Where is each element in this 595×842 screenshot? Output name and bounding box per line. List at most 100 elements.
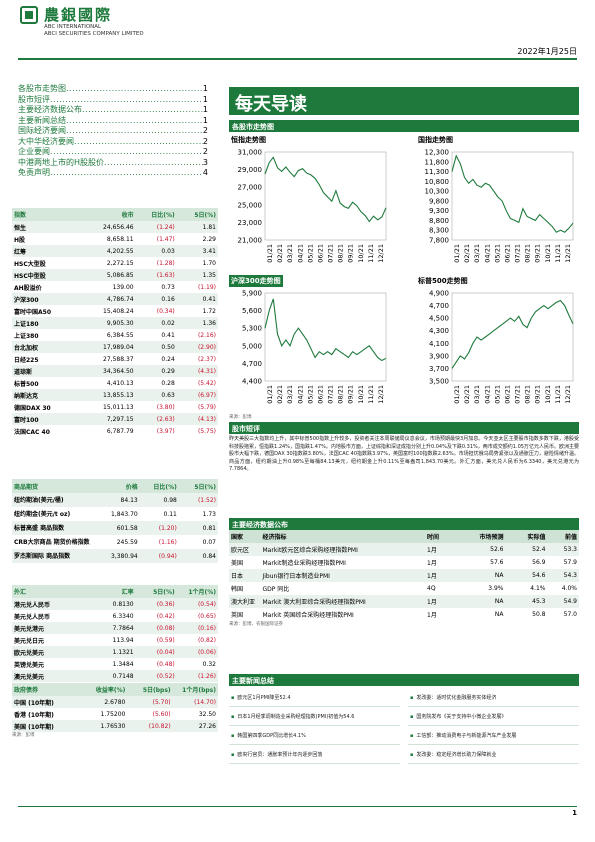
table-cell: 港元兑人民币 — [12, 598, 87, 610]
news-item[interactable]: 发改委：稳定经济增长助力保障就业 — [408, 745, 579, 764]
table-header-row: 国家 经济指标 时间 市场预测 实际值 前值 — [229, 530, 579, 543]
table-cell: Markit 澳大利亚综合采购经理指数PMI — [260, 595, 425, 608]
table-cell: HSC大型股 — [12, 257, 87, 269]
x-tick-label: 07/21 — [327, 244, 335, 263]
table-cell: NA — [460, 608, 506, 621]
table-cell: 1.3484 — [86, 658, 136, 670]
toc-item[interactable]: 各股市走势图..................................… — [18, 84, 208, 95]
table-cell: (0.94) — [139, 549, 179, 563]
table-cell: 52.4 — [505, 543, 548, 556]
toc-item-title: 各股市走势图 — [18, 84, 66, 93]
table-cell: 84.13 — [94, 493, 140, 507]
y-tick-label: 23,000 — [238, 219, 263, 227]
table-cell: (0.34) — [135, 305, 177, 317]
x-tick-label: 05/21 — [306, 244, 314, 263]
table-cell: 1.35 — [176, 269, 218, 281]
toc-item[interactable]: 企业要闻....................................… — [18, 147, 208, 158]
news-item[interactable]: 日本1月经季调制造业采购经理指数(PMI)初值为54.6 — [229, 707, 400, 726]
toc-item[interactable]: 免责声明....................................… — [18, 168, 208, 179]
toc-item[interactable]: 大中华经济要闻.................................… — [18, 137, 208, 148]
y-tick-label: 3,900 — [429, 352, 449, 360]
table-cell: 1.1321 — [86, 646, 136, 658]
table-cell: 德国DAX 30 — [12, 401, 87, 413]
news-item[interactable]: 发改委：适时优化金融服务实体经济 — [408, 688, 579, 707]
brand-name-en: ABC INTERNATIONAL — [44, 24, 102, 30]
toc-item[interactable]: 国际经济要闻..................................… — [18, 126, 208, 137]
table-row: 美国 (10年期) 1.76530 (10.82) 27.26 — [12, 720, 218, 732]
table-row: 道琼斯 34,364.50 0.29 (4.31) — [12, 365, 218, 377]
bonds-source: 来源：彭博 — [12, 733, 35, 738]
column-header: 5日(%) — [176, 208, 218, 221]
toc-leader: ........................................… — [50, 147, 203, 156]
y-tick-label: 9,300 — [429, 207, 449, 215]
table-cell: (1.52) — [178, 493, 218, 507]
indices-table: 指数 收市 日比(%) 5日(%) 恒生 24,656.46 (1.24) 1.81 H股 8,6… — [12, 208, 218, 437]
table-cell: Markit制造业采购经理指数PMI — [260, 556, 425, 569]
table-cell: 0.98 — [139, 493, 179, 507]
y-tick-label: 10,300 — [425, 188, 450, 196]
y-tick-label: 25,000 — [238, 201, 263, 209]
x-tick-label: 03/21 — [473, 244, 481, 263]
table-cell: 0.63 — [135, 389, 177, 401]
column-header: 商品期货 — [12, 479, 95, 493]
table-cell: (3.80) — [135, 401, 177, 413]
table-row: 纽约期金(美元/t oz) 1,843.70 0.11 1.73 — [12, 507, 218, 521]
table-cell: (1.26) — [176, 670, 218, 682]
table-cell: Jibun银行日本制造业PMI — [260, 569, 425, 582]
news-item[interactable]: 工信部：推动消费电子与新能源汽车产业发展 — [408, 726, 579, 745]
x-tick-label: 12/21 — [564, 385, 572, 404]
table-cell: 4,202.55 — [86, 245, 136, 257]
x-tick-label: 07/21 — [514, 244, 522, 263]
toc-item-page: 1 — [202, 94, 208, 104]
table-row: 标普高盛 商品指数 601.58 (1.20) 0.81 — [12, 521, 218, 535]
x-tick-label: 04/21 — [483, 385, 491, 404]
toc-item[interactable]: 股市短评....................................… — [18, 95, 208, 106]
news-item[interactable]: 韩国第四季GDP同比增长4.1% — [229, 726, 400, 745]
x-tick-label: 11/21 — [554, 385, 562, 404]
table-cell: 美国 — [229, 556, 261, 569]
chart-title: 国指走势图 — [418, 136, 453, 144]
table-cell: (1.24) — [135, 221, 177, 233]
x-tick-label: 09/21 — [534, 244, 542, 263]
toc-item-page: 1 — [202, 105, 208, 114]
x-tick-label: 12/21 — [564, 244, 572, 263]
x-tick-label: 06/21 — [316, 244, 324, 263]
toc-item[interactable]: 中港两地上市的H股股价.............................… — [18, 158, 208, 169]
table-row: 美国 Markit制造业采购经理指数PMI 1月 57.6 56.9 57.9 — [229, 556, 579, 569]
table-cell: 5,086.85 — [86, 269, 136, 281]
table-cell: 恒生 — [12, 221, 87, 233]
toc-item-title: 大中华经济要闻 — [18, 136, 74, 146]
news-item[interactable]: 国务院发布《关于支持中小微企业发展》 — [408, 707, 579, 726]
table-cell: 0.11 — [139, 507, 179, 521]
table-cell: (4.31) — [176, 365, 218, 377]
table-cell: (0.54) — [176, 598, 218, 610]
table-cell: (2.63) — [135, 413, 177, 425]
table-cell: Markit欧元区综合采购经理指数PMI — [260, 543, 425, 556]
toc-item-page: 2 — [202, 136, 208, 146]
table-cell: 澳大利亚 — [229, 595, 261, 608]
table-cell: 15,011.13 — [86, 401, 136, 413]
table-cell: NA — [460, 595, 506, 608]
chart-title: 沪深300走势图 — [229, 275, 283, 287]
table-cell: 0.81 — [178, 521, 218, 535]
news-item[interactable]: 欧央行官员：通胀率预计年内逐步回落 — [229, 745, 400, 764]
table-row: 上证380 6,384.55 0.41 (2.16) — [12, 329, 218, 341]
page-number: 1 — [572, 809, 577, 817]
table-cell: 57.6 — [460, 556, 506, 569]
toc-item-page: 4 — [202, 168, 208, 177]
table-cell: 7.7864 — [86, 622, 136, 634]
toc-item-page: 2 — [202, 147, 208, 156]
x-tick-label: 03/21 — [286, 385, 294, 404]
toc-item[interactable]: 主要新闻总结..................................… — [18, 116, 208, 127]
y-tick-label: 31,000 — [238, 149, 263, 157]
y-tick-label: 4,700 — [242, 360, 262, 368]
table-cell: 56.9 — [505, 556, 548, 569]
table-cell: 澳元兑美元 — [12, 670, 87, 682]
toc-leader: ........................................… — [74, 136, 203, 146]
news-item[interactable]: 欧元区1月PMI降至52.4 — [229, 688, 400, 707]
toc-item[interactable]: 主要经济数据公布................................… — [18, 105, 208, 116]
bonds-grid: 政府债券 收益率(%) 5日(bps) 1个月(bps) 中国 (10年期) 2.6780… — [12, 683, 218, 732]
commodities-table: 商品期货 价格 日比(%) 5日(%) 纽约期油(美元/桶) 84.13 0.98 (1.52… — [12, 479, 218, 563]
toc-leader: ........................................… — [82, 105, 203, 114]
toc-leader: ........................................… — [50, 168, 203, 177]
